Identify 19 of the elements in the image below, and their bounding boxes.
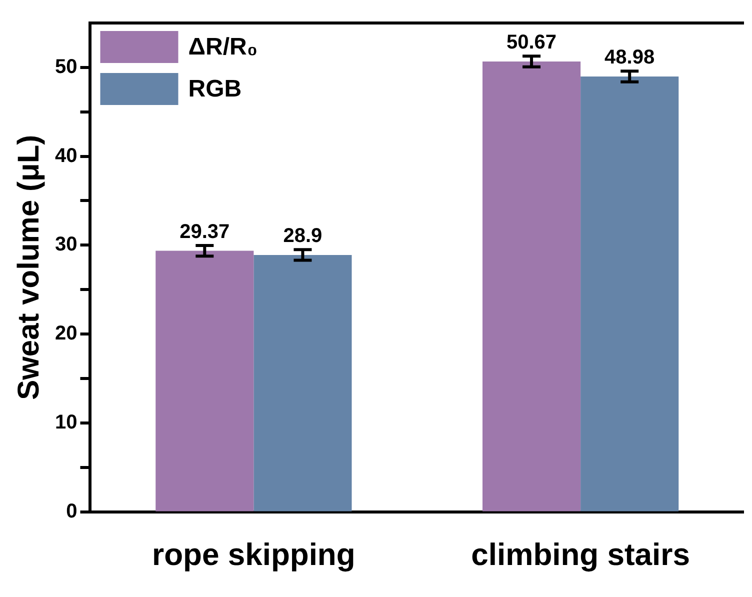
bar <box>156 250 254 512</box>
data-label: 29.37 <box>180 220 230 243</box>
y-axis-title: Sweat volume (μL) <box>12 134 46 400</box>
y-tick-label: 30 <box>54 234 78 256</box>
x-tick-label: rope skipping <box>152 536 356 572</box>
y-tick-label: 50 <box>54 56 78 78</box>
y-tick-label: 10 <box>54 411 78 434</box>
legend-label: ΔR/R₀ <box>188 34 258 61</box>
data-label: 48.98 <box>604 46 655 69</box>
bar <box>254 254 352 512</box>
x-tick-label: climbing stairs <box>471 536 690 572</box>
y-tick-label: 0 <box>66 500 78 522</box>
data-label: 50.67 <box>506 32 557 54</box>
legend-label: RGB <box>188 76 242 103</box>
data-label: 28.9 <box>283 225 322 248</box>
y-tick-label: 40 <box>54 144 78 167</box>
bar <box>482 61 581 512</box>
bar <box>580 76 679 512</box>
y-tick-label: 20 <box>54 322 78 345</box>
